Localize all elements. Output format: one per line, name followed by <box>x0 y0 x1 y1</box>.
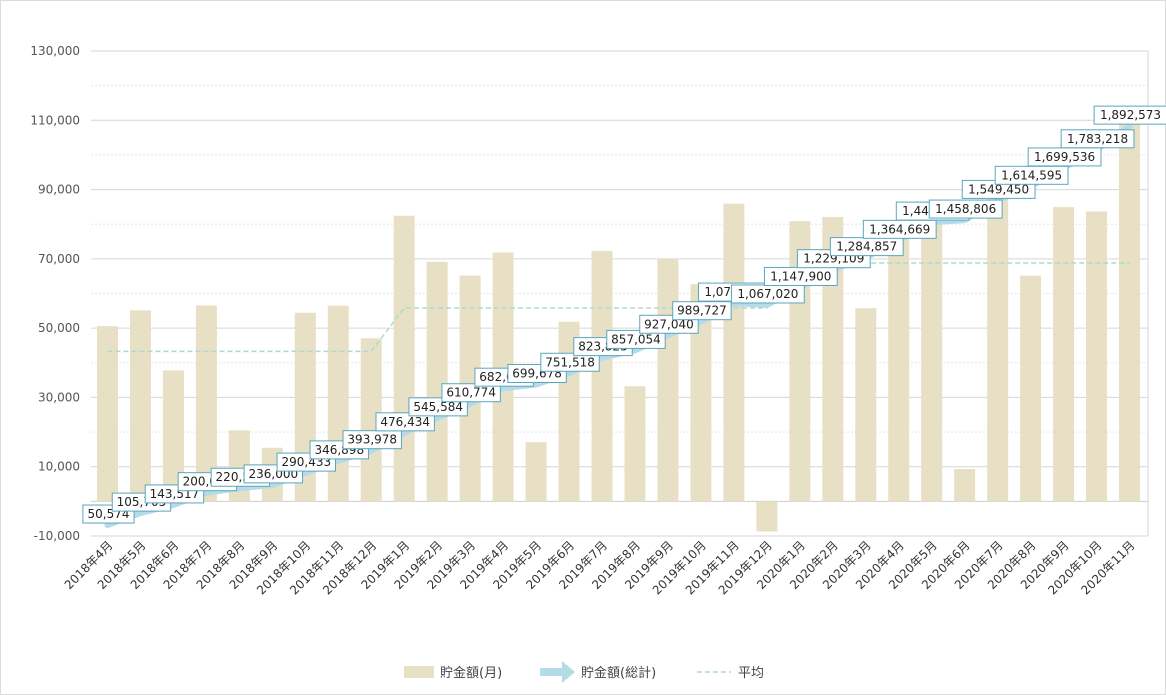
bar-2020年3月 <box>855 308 877 502</box>
y-tick-label: 30,000 <box>38 390 80 404</box>
svg-text:393,978: 393,978 <box>347 433 397 447</box>
svg-text:610,774: 610,774 <box>446 386 496 400</box>
y-axis: -10,000 10,000 30,000 50,000 70,000 90,000 110… <box>30 44 80 543</box>
svg-text:857,054: 857,054 <box>611 332 661 346</box>
bar-2018年11月 <box>327 305 349 502</box>
svg-text:545,584: 545,584 <box>413 400 463 414</box>
bar-2020年9月 <box>1053 207 1075 502</box>
total-data-label: 545,584 <box>408 397 468 417</box>
legend-item-average[interactable]: 平均 <box>697 666 764 681</box>
x-axis: 2018年4月2018年5月2018年6月2018年7月2018年8月2018年… <box>62 538 1138 597</box>
bar-2019年7月 <box>591 250 613 502</box>
gridlines <box>91 50 1149 537</box>
total-data-label: 857,054 <box>606 329 666 349</box>
bar-2018年7月 <box>195 305 217 502</box>
bar-2020年5月 <box>921 209 943 502</box>
bar-2020年4月 <box>888 224 910 502</box>
y-tick-label: 90,000 <box>38 183 80 197</box>
legend-label: 貯金額(総計) <box>581 665 656 681</box>
total-data-label: 1,284,857 <box>829 237 904 257</box>
bar-2019年1月 <box>393 215 415 502</box>
y-tick-label: -10,000 <box>34 529 80 543</box>
legend-item-monthly[interactable]: 貯金額(月) <box>404 665 502 681</box>
total-data-label: 393,978 <box>342 430 402 450</box>
average-line <box>107 262 1130 353</box>
total-data-label: 751,518 <box>540 352 600 372</box>
total-data-labels: 50,574105,705143,517200,076220,583236,00… <box>82 105 1166 524</box>
legend-item-total[interactable]: 貯金額(総計) <box>540 661 656 683</box>
bar-2020年2月 <box>822 217 844 502</box>
total-data-label: 989,727 <box>672 301 732 321</box>
bar-2019年5月 <box>525 442 547 502</box>
total-data-label: 1,067,020 <box>730 284 805 304</box>
svg-text:1,549,450: 1,549,450 <box>968 182 1029 196</box>
bar-2019年9月 <box>657 258 679 502</box>
svg-text:927,040: 927,040 <box>644 317 694 331</box>
y-tick-label: 10,000 <box>38 460 80 474</box>
legend-swatch-arrow <box>540 661 575 683</box>
average-series-line <box>107 262 1130 353</box>
bar-2020年11月 <box>1119 122 1141 502</box>
legend-swatch-bar <box>404 666 434 678</box>
bar-2019年12月 <box>756 501 778 532</box>
svg-text:1,458,806: 1,458,806 <box>935 202 996 216</box>
total-data-label: 1,783,218 <box>1060 129 1135 149</box>
svg-text:751,518: 751,518 <box>545 355 595 369</box>
total-data-label: 1,614,595 <box>994 165 1069 185</box>
y-tick-label: 130,000 <box>30 44 80 58</box>
bar-2020年6月 <box>954 469 976 502</box>
total-data-label: 476,434 <box>375 412 435 432</box>
svg-text:1,147,900: 1,147,900 <box>770 269 831 283</box>
bar-2018年4月 <box>96 326 118 502</box>
total-data-label: 1,364,669 <box>862 219 937 239</box>
legend: 貯金額(月) 貯金額(総計) 平均 <box>404 661 764 683</box>
legend-label: 貯金額(月) <box>440 665 502 681</box>
total-data-label: 610,774 <box>441 383 501 403</box>
bar-2018年5月 <box>129 310 151 502</box>
svg-text:1,364,669: 1,364,669 <box>869 222 930 236</box>
bar-2020年8月 <box>1020 275 1042 502</box>
bar-2019年11月 <box>723 203 745 502</box>
svg-text:476,434: 476,434 <box>380 415 430 429</box>
bar-2018年12月 <box>360 338 382 502</box>
svg-text:989,727: 989,727 <box>677 304 727 318</box>
bar-2020年10月 <box>1086 211 1108 502</box>
bar-2019年10月 <box>690 284 712 502</box>
svg-text:1,067,020: 1,067,020 <box>737 287 798 301</box>
bar-2019年2月 <box>426 261 448 502</box>
y-tick-label: 50,000 <box>38 321 80 335</box>
svg-text:1,783,218: 1,783,218 <box>1067 132 1128 146</box>
bar-2018年6月 <box>162 370 184 502</box>
total-data-label: 1,892,573 <box>1093 105 1166 125</box>
total-data-label: 1,699,536 <box>1027 147 1102 167</box>
svg-text:1,699,536: 1,699,536 <box>1034 150 1095 164</box>
y-tick-label: 70,000 <box>38 252 80 266</box>
svg-text:1,892,573: 1,892,573 <box>1100 108 1161 122</box>
svg-text:1,614,595: 1,614,595 <box>1001 168 1062 182</box>
bar-2020年7月 <box>987 186 1009 502</box>
total-data-label: 1,147,900 <box>763 266 838 286</box>
total-data-label: 1,458,806 <box>928 199 1003 219</box>
svg-text:1,284,857: 1,284,857 <box>836 240 897 254</box>
legend-label: 平均 <box>738 666 764 681</box>
y-tick-label: 110,000 <box>30 113 80 127</box>
bar-2019年8月 <box>624 386 646 502</box>
